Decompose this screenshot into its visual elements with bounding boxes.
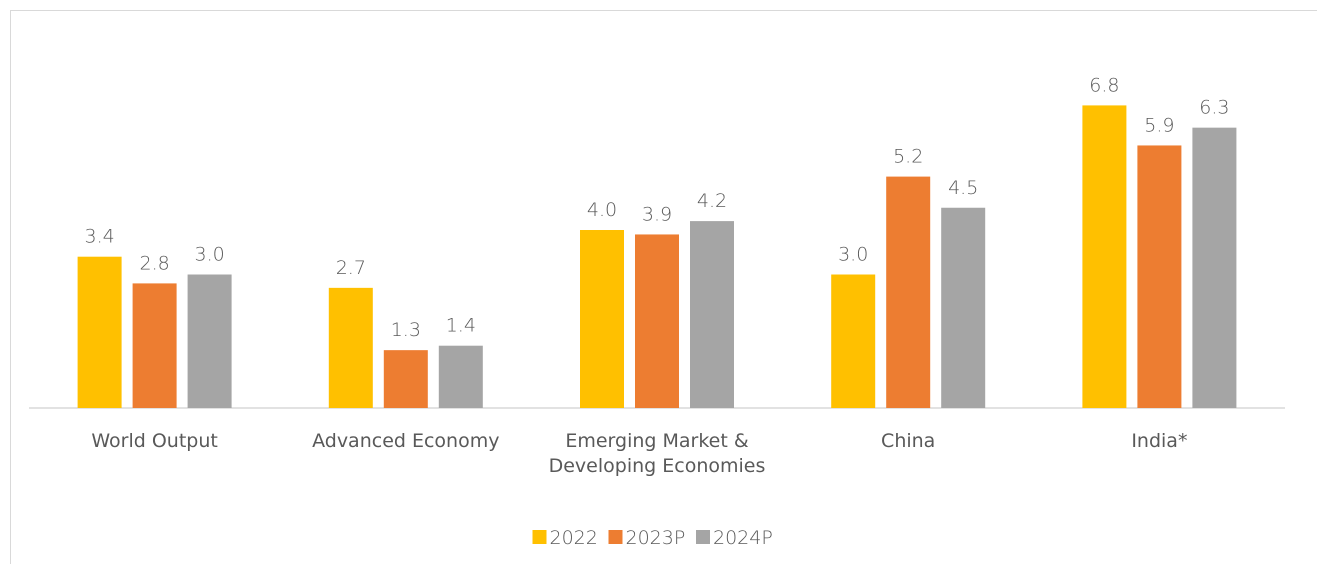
data-label: 3.9 bbox=[642, 203, 672, 225]
legend-label: 2023P bbox=[626, 527, 686, 549]
bar bbox=[1082, 105, 1127, 409]
data-label: 1.4 bbox=[446, 315, 476, 337]
data-label: 3.0 bbox=[838, 244, 868, 266]
bar bbox=[941, 207, 986, 408]
data-label: 4.0 bbox=[587, 199, 617, 221]
data-label: 3.0 bbox=[194, 244, 224, 266]
data-label: 2.8 bbox=[139, 252, 169, 274]
data-label: 6.3 bbox=[1199, 97, 1229, 119]
x-tick-label: World Output bbox=[91, 430, 218, 452]
data-label: 6.8 bbox=[1089, 74, 1119, 96]
x-tick-label: Emerging Market & Developing Economies bbox=[548, 430, 766, 477]
legend-swatch bbox=[532, 530, 547, 544]
data-label: 4.2 bbox=[697, 190, 727, 212]
bar bbox=[690, 221, 734, 408]
bar bbox=[1137, 145, 1182, 408]
data-label: 4.5 bbox=[948, 177, 978, 199]
x-tick-label: China bbox=[881, 430, 936, 452]
bar bbox=[1192, 127, 1237, 409]
bar bbox=[328, 287, 373, 408]
bar bbox=[187, 274, 232, 408]
legend-label: 2022 bbox=[550, 527, 598, 549]
data-label: 5.9 bbox=[1144, 114, 1174, 136]
chart-frame bbox=[10, 10, 1317, 564]
data-label: 3.4 bbox=[84, 226, 114, 248]
bar bbox=[886, 176, 931, 408]
legend-swatch bbox=[696, 530, 710, 544]
bar bbox=[438, 345, 483, 408]
data-label: 5.2 bbox=[893, 146, 923, 168]
bar bbox=[635, 234, 679, 408]
legend-swatch bbox=[608, 530, 623, 544]
data-label: 1.3 bbox=[391, 319, 421, 341]
bar bbox=[831, 274, 876, 408]
bar bbox=[383, 350, 428, 408]
bar bbox=[77, 256, 122, 408]
x-tick-label: Advanced Economy bbox=[312, 430, 500, 452]
data-label: 2.7 bbox=[336, 257, 366, 279]
bar bbox=[580, 230, 624, 408]
legend-label: 2024P bbox=[713, 527, 773, 549]
x-tick-label: India* bbox=[1131, 430, 1188, 452]
bar bbox=[132, 283, 177, 408]
